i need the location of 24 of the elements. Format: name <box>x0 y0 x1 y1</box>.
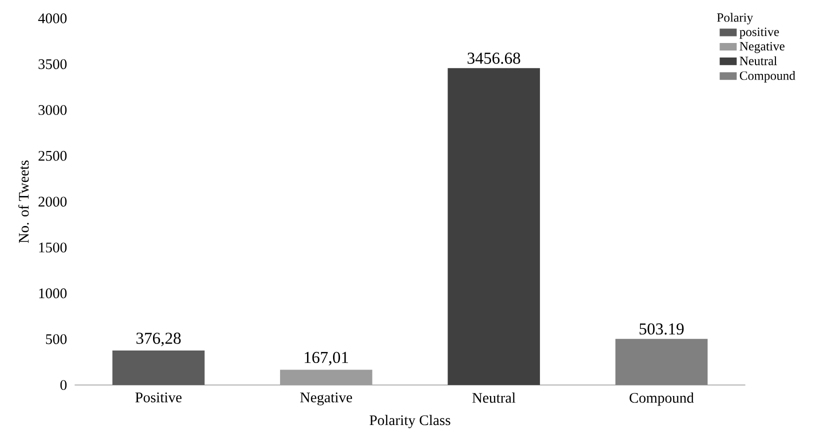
y-tick-label: 2000 <box>38 196 67 207</box>
legend-label: Neutral <box>740 56 777 66</box>
legend-label: Compound <box>740 71 796 82</box>
y-tick-label: 1500 <box>39 242 67 252</box>
x-tick-label: Positive <box>135 392 182 402</box>
legend-label: positive <box>740 28 779 39</box>
data-label: 503.19 <box>640 323 684 335</box>
y-tick-label: 1000 <box>39 288 67 298</box>
data-label: 3456.68 <box>468 52 520 64</box>
y-tick-label: 500 <box>46 334 67 344</box>
y-axis-title: No. of Tweets <box>18 160 29 243</box>
x-tick-label: Neutral <box>472 392 516 403</box>
x-tick-label: Negative <box>300 392 352 406</box>
y-tick-label: 3500 <box>38 59 67 70</box>
legend-label: Negative <box>740 42 784 54</box>
data-label: 376,28 <box>136 332 181 346</box>
y-tick-label: 2500 <box>38 150 67 161</box>
y-tick-label: 4000 <box>38 13 67 24</box>
x-axis-title: Polarity Class <box>370 414 450 428</box>
data-label: 167,01 <box>304 352 348 366</box>
x-tick-label: Compound <box>630 392 694 406</box>
y-tick-label: 3000 <box>38 105 67 115</box>
y-tick-label: 0 <box>60 380 67 390</box>
legend-title: Polariy <box>717 12 754 24</box>
